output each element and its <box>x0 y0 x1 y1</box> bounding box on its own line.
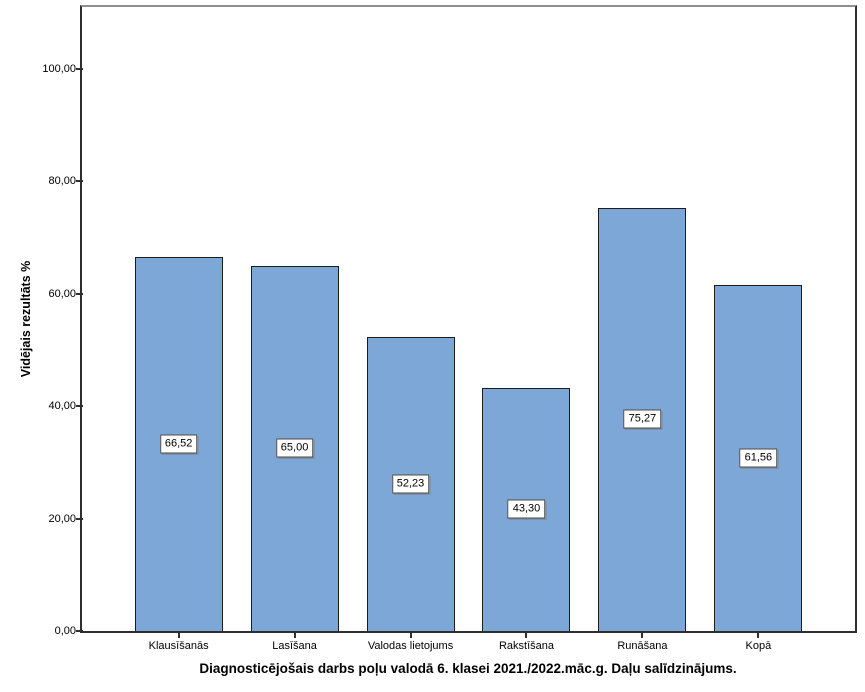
y-tick-mark <box>76 67 83 70</box>
y-tick-mark <box>76 180 83 183</box>
category-label: Lasīšana <box>272 640 317 652</box>
y-tick-mark <box>76 630 83 632</box>
category-label: Valodas lietojums <box>367 640 454 652</box>
value-label: 75,27 <box>623 409 662 429</box>
x-tick-mark <box>409 633 412 638</box>
x-tick-mark <box>177 633 180 638</box>
x-tick-mark <box>525 633 528 638</box>
y-tick-label: 0,00 <box>54 625 76 637</box>
y-tick-label: 60,00 <box>48 287 76 300</box>
value-label: 65,00 <box>275 438 314 458</box>
value-label: 52,23 <box>391 474 430 494</box>
plot-frame: 66,52 65,00 52,23 43,30 75,27 61,56 <box>80 5 857 633</box>
y-tick-label: 40,00 <box>48 400 76 413</box>
category-label: Rakstīšana <box>498 640 554 652</box>
y-tick-mark <box>76 517 83 520</box>
value-label: 43,30 <box>507 499 546 519</box>
plot-area: 66,52 65,00 52,23 43,30 75,27 61,56 <box>82 7 855 631</box>
category-label: Klausīšanās <box>148 640 209 652</box>
x-tick-mark <box>757 633 760 638</box>
chart-title: Diagnosticējošais darbs poļu valodā 6. k… <box>199 661 737 676</box>
y-tick-mark <box>76 292 83 295</box>
y-tick-label: 20,00 <box>48 512 76 525</box>
category-label: Kopā <box>745 640 772 652</box>
y-axis-title: Vidējais rezultāts % <box>19 260 33 378</box>
y-tick-mark <box>76 405 83 408</box>
value-label: 66,52 <box>159 434 198 454</box>
y-tick-label: 100,00 <box>42 62 76 75</box>
category-label: Runāšana <box>617 640 668 652</box>
y-tick-label: 80,00 <box>48 175 76 188</box>
x-tick-mark <box>641 633 644 638</box>
value-label: 61,56 <box>739 448 778 468</box>
x-tick-mark <box>293 633 296 638</box>
